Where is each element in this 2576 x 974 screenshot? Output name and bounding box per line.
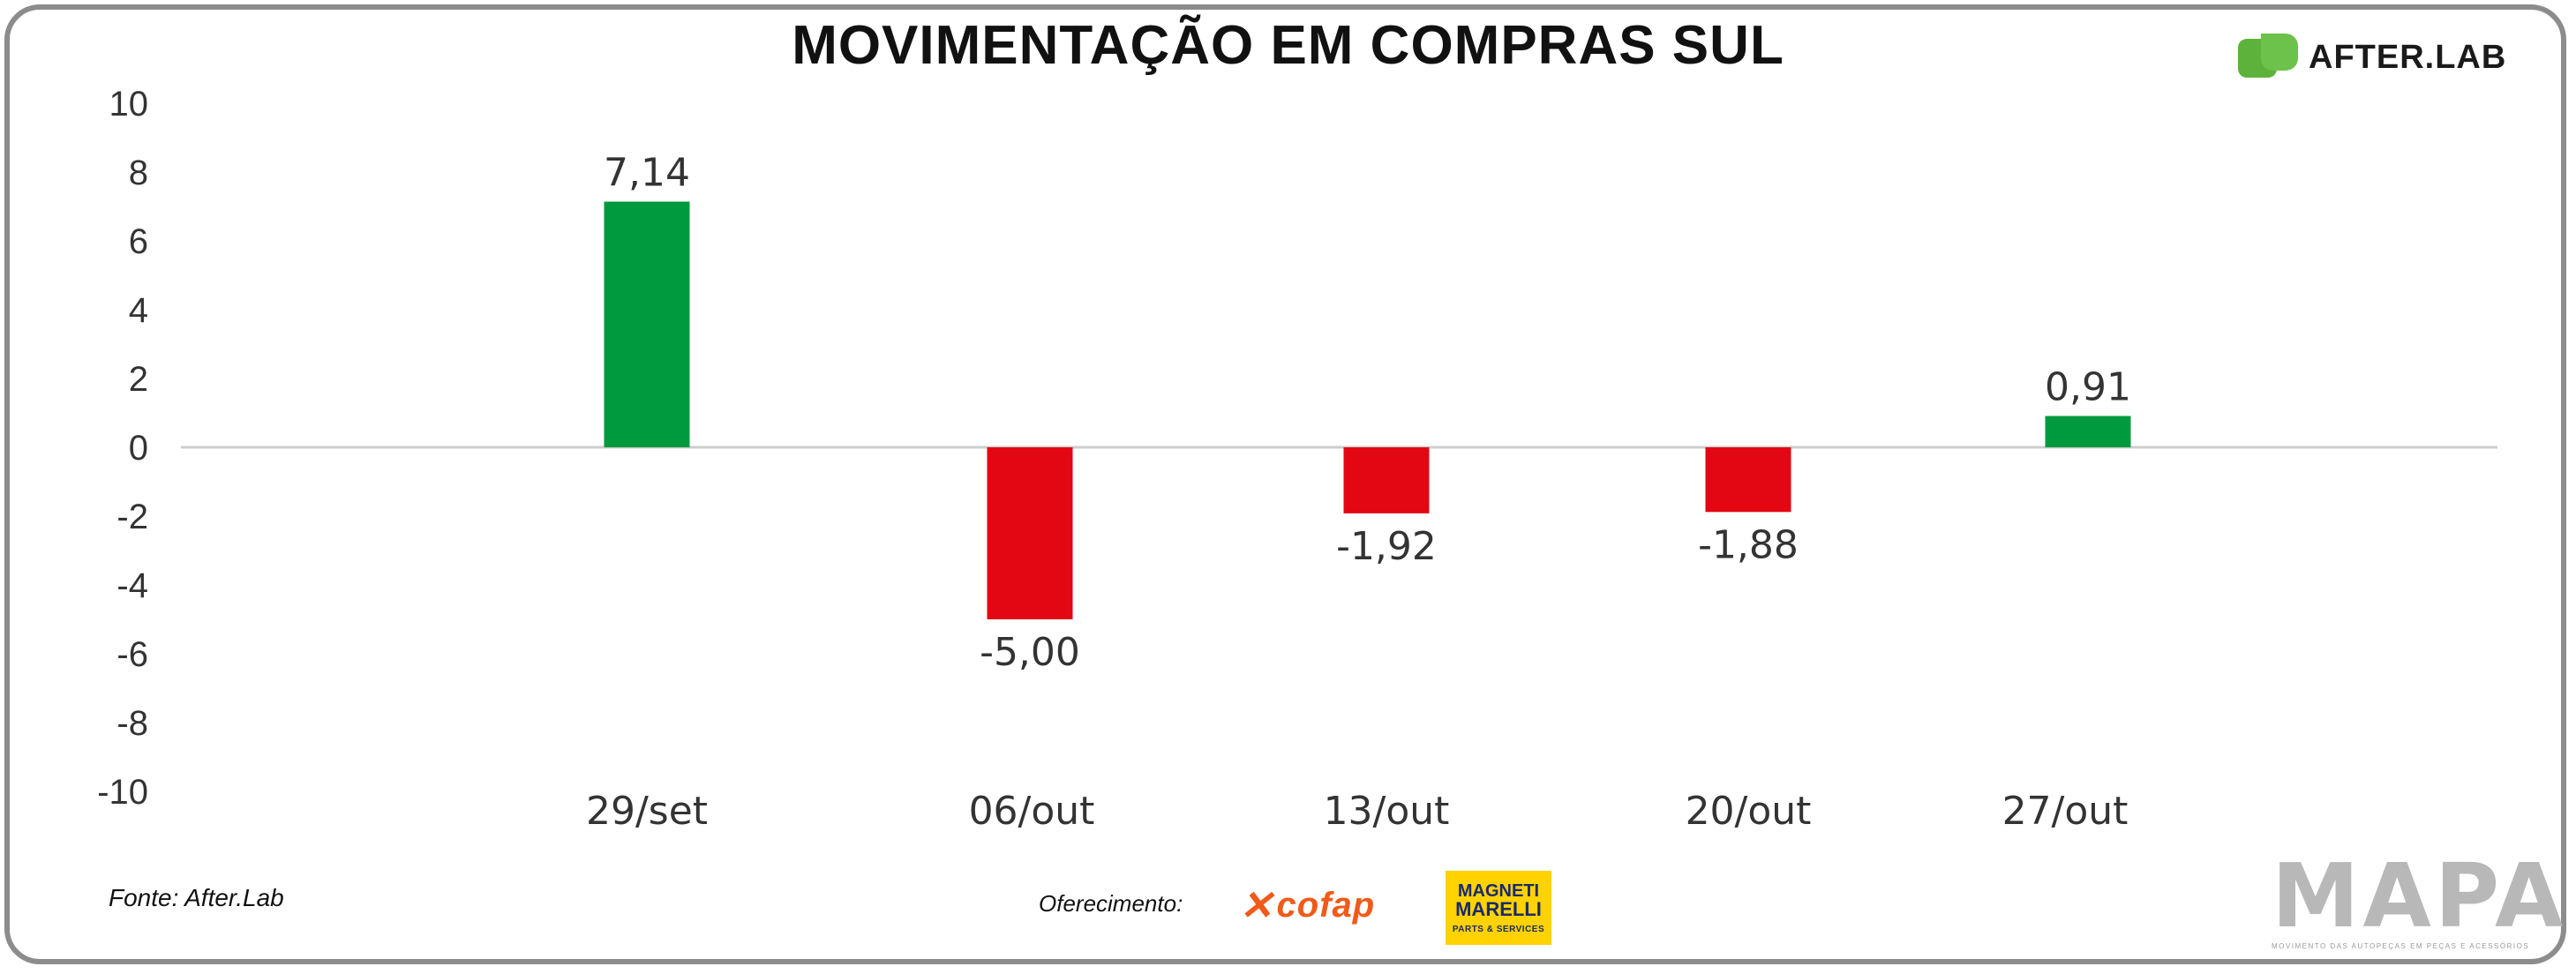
mapa-logo-text: MAPA <box>2272 844 2567 948</box>
y-tick-label: 2 <box>129 360 148 399</box>
afterlab-logo-icon <box>2238 34 2300 81</box>
y-tick-label: 6 <box>129 222 148 261</box>
bar-value-label: 0,91 <box>2045 365 2131 410</box>
chart-frame <box>4 4 2566 964</box>
bar-value-label: -5,00 <box>980 630 1080 675</box>
magneti-logo-line3: PARTS & SERVICES <box>1452 924 1545 934</box>
afterlab-logo: AFTER.LAB <box>2238 34 2506 81</box>
y-tick-label: -4 <box>116 566 148 605</box>
bar-value-label: 7,14 <box>604 151 690 196</box>
cofap-logo: ✕ cofap <box>1239 882 1376 928</box>
y-tick-label: -10 <box>97 773 148 812</box>
bar-06-out <box>987 447 1073 619</box>
magneti-marelli-logo: MAGNETI MARELLI PARTS & SERVICES <box>1446 871 1551 945</box>
y-tick-label: 10 <box>109 85 149 124</box>
x-category-label: 29/set <box>586 789 708 834</box>
cofap-logo-text: cofap <box>1276 885 1376 925</box>
cofap-x-icon: ✕ <box>1239 882 1273 928</box>
afterlab-logo-text: AFTER.LAB <box>2309 38 2507 76</box>
sponsor-label: Oferecimento: <box>1039 890 1183 917</box>
y-tick-label: 8 <box>129 154 148 192</box>
magneti-logo-line2: MARELLI <box>1455 897 1542 920</box>
bar-value-label: -1,88 <box>1698 522 1799 567</box>
x-category-label: 27/out <box>2002 789 2129 834</box>
y-tick-label: -2 <box>116 498 148 536</box>
bar-29-set <box>604 201 690 448</box>
mapa-logo: MAPA MOVIMENTO DAS AUTOPEÇAS EM PEÇAS E … <box>2272 844 2567 951</box>
bar-13-out <box>1343 447 1430 513</box>
y-tick-label: -8 <box>116 704 148 743</box>
source-note: Fonte: After.Lab <box>109 884 284 911</box>
y-tick-label: 0 <box>129 429 148 468</box>
bar-27-out <box>2045 416 2131 447</box>
y-tick-label: 4 <box>129 291 148 330</box>
x-category-label: 06/out <box>969 789 1095 834</box>
bar-value-label: -1,92 <box>1336 524 1437 569</box>
bar-20-out <box>1705 447 1791 513</box>
magneti-logo-line1: MAGNETI <box>1457 880 1540 901</box>
x-category-label: 13/out <box>1324 789 1450 834</box>
chart-title: MOVIMENTAÇÃO EM COMPRAS SUL <box>792 15 1784 76</box>
mapa-tagline: MOVIMENTO DAS AUTOPEÇAS EM PEÇAS E ACESS… <box>2272 942 2530 950</box>
y-tick-label: -6 <box>116 635 148 674</box>
x-category-label: 20/out <box>1686 789 1812 834</box>
